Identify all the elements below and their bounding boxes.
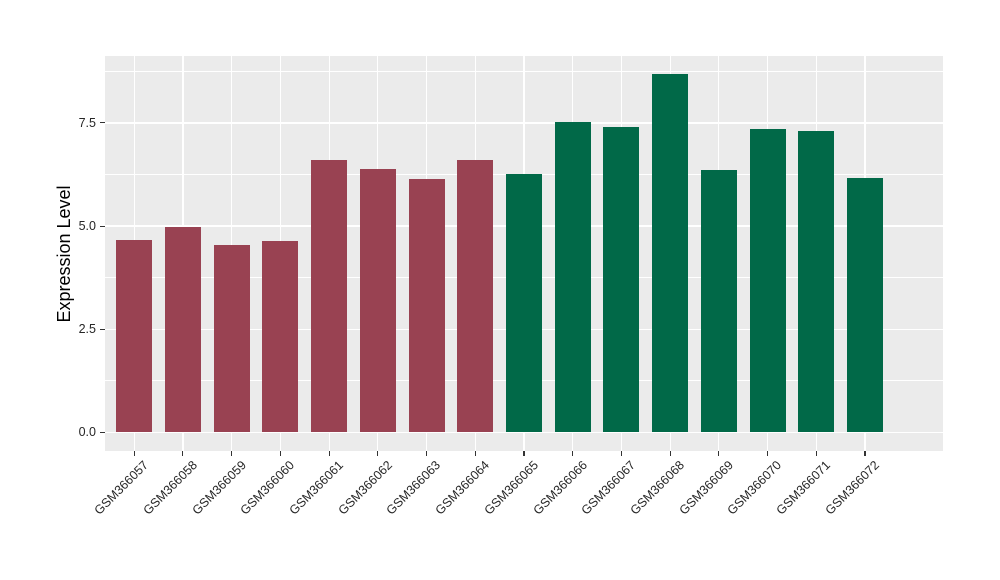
bar-GSM366072	[847, 177, 884, 433]
bar-GSM366067	[603, 126, 640, 433]
x-tick	[328, 451, 330, 456]
x-tick	[620, 451, 622, 456]
bar-GSM366068	[652, 74, 689, 433]
x-tick	[572, 451, 574, 456]
y-tick	[100, 431, 105, 434]
bar-GSM366069	[700, 169, 737, 433]
x-tick	[767, 451, 769, 456]
x-tick	[864, 451, 866, 456]
x-tick	[279, 451, 281, 456]
bar-GSM366062	[359, 168, 396, 433]
y-tick	[100, 225, 105, 227]
y-tick-label: 5.0	[78, 219, 96, 234]
y-tick	[100, 122, 105, 124]
x-tick	[718, 451, 720, 456]
x-tick	[669, 451, 671, 456]
y-tick-label: 7.5	[78, 115, 96, 130]
bar-GSM366065	[506, 174, 542, 433]
y-tick-label: 0.0	[78, 425, 96, 440]
bar-GSM366071	[798, 131, 835, 433]
y-tick-label: 2.5	[78, 322, 96, 337]
bar-GSM366064	[457, 159, 494, 433]
bar-GSM366061	[311, 160, 348, 433]
y-tick	[100, 328, 105, 330]
bar-GSM366057	[116, 239, 153, 433]
bar-GSM366060	[262, 240, 299, 433]
bar-GSM366070	[749, 129, 786, 433]
x-tick	[182, 451, 184, 456]
y-axis-title: Expression Level	[54, 185, 74, 323]
bar-GSM366063	[408, 179, 445, 433]
x-tick	[426, 451, 428, 456]
plot-panel	[105, 56, 943, 451]
x-tick	[523, 451, 525, 456]
x-tick	[815, 451, 817, 456]
bar-GSM366058	[164, 227, 201, 433]
x-tick	[133, 451, 135, 456]
x-tick	[474, 451, 476, 456]
x-tick	[231, 451, 233, 456]
bar-GSM366059	[213, 245, 250, 433]
x-tick	[377, 451, 379, 456]
bar-GSM366066	[554, 122, 591, 433]
